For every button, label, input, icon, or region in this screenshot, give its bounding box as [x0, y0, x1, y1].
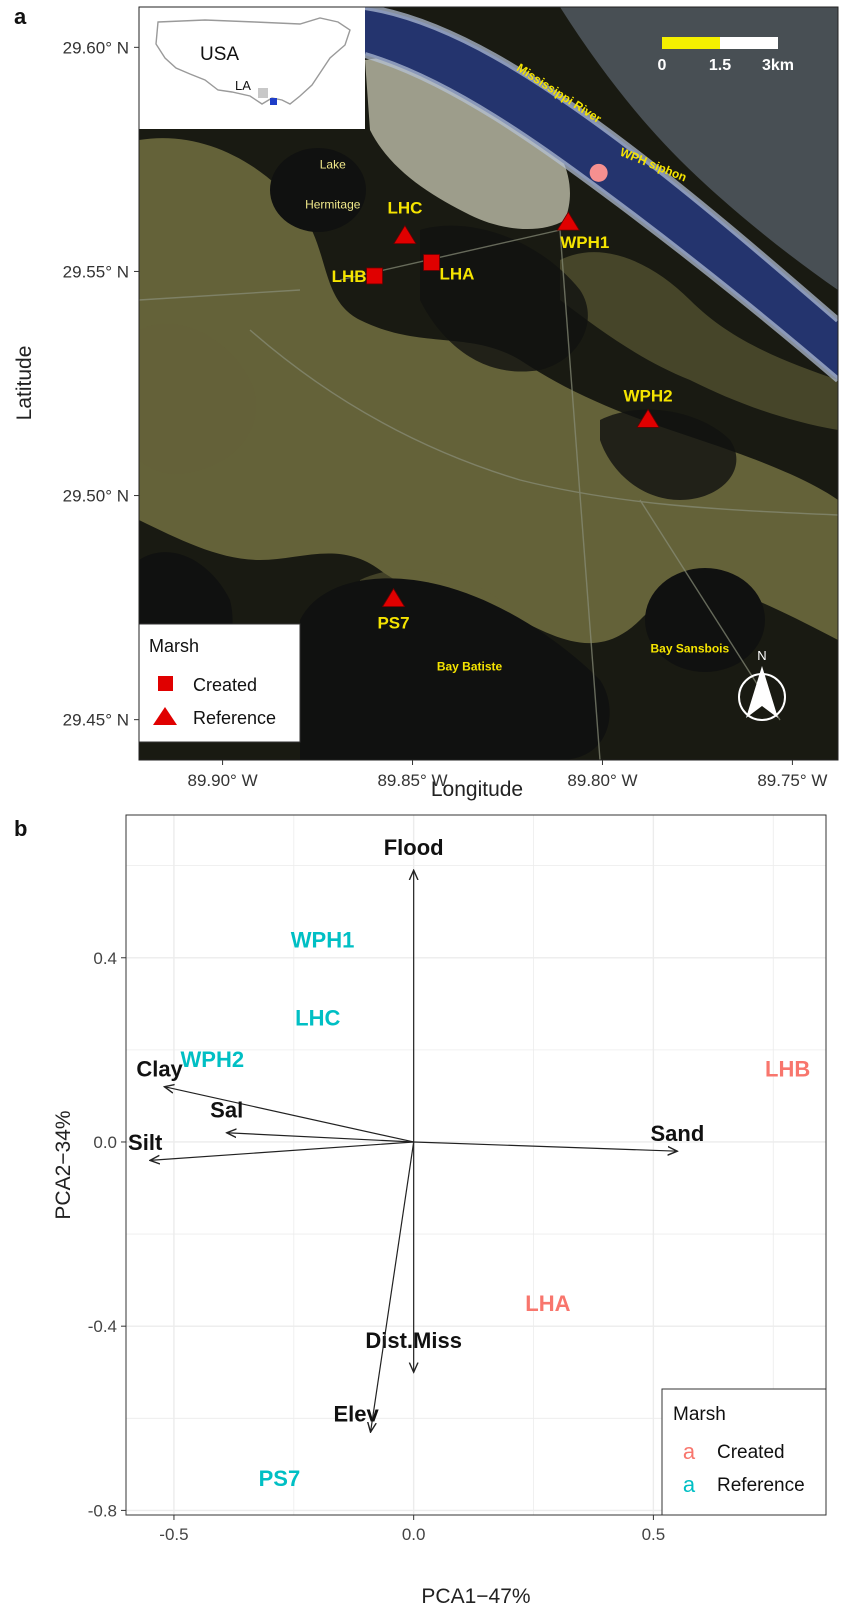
water-bodies: [139, 148, 765, 760]
site-point-label: LHC: [295, 1006, 340, 1031]
loading-arrow: [227, 1133, 414, 1143]
north-label: N: [757, 648, 766, 663]
site-label: LHB: [332, 267, 367, 286]
pca-legend-reference: Reference: [717, 1475, 805, 1496]
lon-tick-label: 89.85° W: [377, 771, 447, 790]
loading-label: Clay: [136, 1056, 183, 1081]
map-legend-created: Created: [193, 675, 257, 695]
site-point-label: PS7: [259, 1466, 301, 1491]
site-point-label: LHB: [765, 1056, 810, 1081]
pca-legend-created: Created: [717, 1442, 785, 1463]
loading-label: Flood: [384, 835, 444, 860]
scale-label-1: 1.5: [709, 57, 731, 74]
louisiana-shape: [258, 88, 268, 98]
lon-tick-label: 89.90° W: [188, 771, 258, 790]
pca-axes: -0.5 0.0 0.5 0.4 0.0 -0.4 -0.8: [88, 949, 666, 1544]
pca-ylabel: PCA2−34%: [52, 1110, 75, 1219]
map-frame: [138, 6, 839, 761]
pca-frame: [125, 814, 827, 1516]
lon-tick-label: 89.80° W: [567, 771, 637, 790]
loading-arrow: [150, 1141, 414, 1160]
site-point-label: WPH2: [181, 1047, 245, 1072]
reference-site-marker: [636, 408, 660, 428]
map-axes: 89.90° W 89.85° W 89.80° W 89.75° W 29.60° N…: [63, 38, 828, 790]
loading-label: Elev: [334, 1402, 380, 1427]
levee-fields: [560, 7, 838, 290]
created-site-marker: [366, 267, 383, 285]
site-label: LHA: [440, 264, 475, 283]
map-ylabel: Latitude: [13, 346, 36, 421]
loading-label: Dist.Miss: [365, 1328, 462, 1353]
siphon-marker: [589, 163, 608, 182]
loading-label: Sand: [650, 1121, 704, 1146]
north-arrow: N: [738, 648, 786, 721]
reference-triangle-icon: [153, 707, 177, 725]
map-xlabel: Longitude: [431, 778, 523, 801]
lat-tick-label: 29.60° N: [63, 38, 129, 57]
y-tick-label: 0.0: [93, 1133, 117, 1152]
lon-tick-label: 89.75° W: [757, 771, 827, 790]
site-label: WPH2: [623, 386, 672, 405]
loading-label: Sal: [210, 1098, 243, 1123]
place-label: Hermitage: [305, 198, 361, 212]
pca-loadings: Flood Clay Sal Silt Sand Dist.Miss Elev: [128, 835, 704, 1432]
lat-tick-label: 29.45° N: [63, 711, 129, 730]
inset-state-label: LA: [235, 78, 251, 93]
place-label: Bay Batiste: [437, 659, 503, 673]
panel-a-label: a: [14, 4, 27, 29]
panel-b-label: b: [14, 816, 27, 841]
place-label: Lake: [320, 157, 346, 171]
map-panel: USA LA 0 1.5 3km N Mississippi RiverWPH …: [138, 6, 839, 761]
created-site-marker: [423, 254, 440, 271]
site-point-label: LHA: [525, 1291, 570, 1316]
reference-site-marker: [393, 224, 417, 244]
created-square-icon: [158, 676, 173, 691]
site-label: PS7: [377, 614, 409, 633]
site-label: WPH1: [560, 233, 609, 252]
usa-outline: [155, 17, 351, 105]
loading-label: Silt: [128, 1130, 163, 1155]
place-label: Bay Sansbois: [650, 641, 729, 655]
site-point-label: WPH1: [291, 927, 355, 952]
pca-xlabel: PCA1−47%: [421, 1585, 530, 1608]
scale-label-0: 0: [658, 57, 667, 74]
map-legend-reference: Reference: [193, 708, 276, 728]
x-tick-label: 0.0: [402, 1525, 426, 1544]
reference-site-marker: [556, 211, 580, 231]
scale-label-2: 3km: [762, 57, 794, 74]
lat-tick-label: 29.50° N: [63, 487, 129, 506]
reference-site-marker: [381, 587, 406, 608]
usa-inset: USA LA: [139, 7, 365, 129]
y-tick-label: 0.4: [93, 949, 117, 968]
map-legend-title: Marsh: [149, 636, 199, 656]
bright-fields: [365, 57, 570, 230]
inset-country-label: USA: [200, 44, 239, 65]
loading-arrow: [164, 1087, 414, 1143]
y-tick-label: -0.8: [88, 1501, 117, 1520]
pca-points: WPH1 LHC WPH2 PS7 LHB LHA: [181, 927, 811, 1491]
scale-bar: 0 1.5 3km: [658, 37, 794, 74]
pca-legend-title: Marsh: [673, 1404, 726, 1425]
pca-legend-created-glyph: a: [683, 1439, 696, 1464]
pca-plot: Flood Clay Sal Silt Sand Dist.Miss Elev WPH1 LH…: [88, 814, 827, 1544]
x-tick-label: -0.5: [159, 1525, 188, 1544]
marsh-land: [139, 138, 838, 663]
x-tick-label: 0.5: [642, 1525, 666, 1544]
study-site-marker: [270, 98, 277, 105]
mississippi-river: [365, 7, 838, 380]
loading-arrow: [371, 1141, 415, 1432]
map-legend: Marsh Created Reference: [139, 623, 301, 743]
lat-tick-label: 29.55° N: [63, 262, 129, 281]
map-sites: LHC LHB LHA WPH1 WPH2 PS7: [332, 199, 673, 633]
pca-legend-reference-glyph: a: [683, 1472, 696, 1497]
y-tick-label: -0.4: [88, 1317, 117, 1336]
pca-legend: Marsh a Created a Reference: [661, 1388, 827, 1516]
site-label: LHC: [387, 199, 422, 218]
loading-arrow: [413, 1141, 678, 1151]
